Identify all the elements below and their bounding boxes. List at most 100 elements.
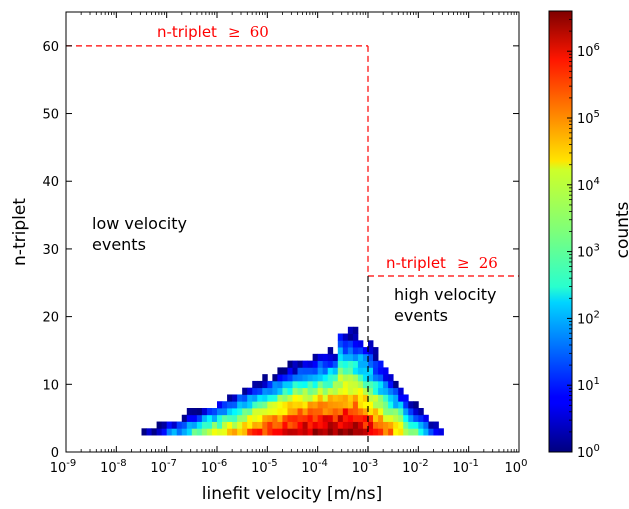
heatmap-cell-184: [302, 380, 308, 389]
heatmap-cell-370: [373, 380, 379, 389]
heatmap-cell-1: [146, 428, 152, 436]
heatmap-cell-250: [332, 414, 339, 422]
heatmap-cell-240: [327, 394, 334, 402]
heatmap-cell-216: [317, 394, 324, 402]
heatmap-cell-183: [302, 387, 308, 395]
heatmap-cell-436: [413, 401, 419, 409]
heatmap-cell-330: [357, 374, 364, 382]
x-tick-label-9: 100: [505, 458, 528, 476]
cut-label-high: n-triplet ≥ 26: [386, 253, 498, 272]
heatmap-cell-90: [257, 428, 263, 436]
heatmap-cell-178: [302, 421, 308, 429]
heatmap-cell-302: [347, 347, 354, 355]
heatmap-cell-411: [393, 394, 399, 402]
heatmap: [141, 326, 444, 436]
heatmap-cell-261: [337, 421, 344, 429]
heatmap-cell-354: [368, 394, 374, 402]
heatmap-cell-39: [211, 408, 218, 416]
heatmap-cell-378: [378, 414, 384, 422]
heatmap-cell-392: [383, 394, 389, 402]
heatmap-cell-433: [413, 421, 419, 429]
heatmap-cell-214: [317, 408, 324, 416]
heatmap-cell-142: [282, 374, 288, 382]
heatmap-cell-206: [312, 380, 319, 389]
heatmap-cell-340: [362, 401, 369, 409]
heatmap-cell-278: [342, 408, 349, 416]
heatmap-cell-121: [272, 387, 278, 395]
heatmap-cell-38: [211, 414, 218, 422]
heatmap-cell-238: [327, 408, 334, 416]
heatmap-cell-271: [337, 353, 344, 362]
heatmap-cell-390: [383, 408, 389, 416]
heatmap-cell-100: [262, 414, 268, 422]
heatmap-cell-66: [237, 401, 243, 409]
heatmap-cell-423: [403, 414, 409, 422]
heatmap-cell-387: [383, 428, 389, 436]
heatmap-cell-113: [267, 387, 273, 395]
heatmap-cell-245: [327, 360, 334, 368]
x-tick-label-3: 10-6: [201, 458, 228, 476]
heatmap-cell-129: [277, 394, 283, 402]
heatmap-cell-172: [297, 387, 303, 395]
heatmap-cell-431: [408, 401, 414, 409]
heatmap-cell-267: [337, 380, 344, 389]
heatmap-cell-207: [312, 374, 319, 382]
heatmap-cell-413: [393, 380, 399, 389]
heatmap-cell-438: [418, 421, 424, 429]
heatmap-cell-163: [292, 374, 298, 382]
heatmap-cell-286: [342, 353, 349, 362]
heatmap-cell-338: [362, 414, 369, 422]
colorbar-tick-label-1: 101: [577, 376, 600, 394]
cut-lines: [66, 45, 519, 452]
heatmap-cell-406: [393, 428, 399, 436]
colorbar-tick-label-3: 103: [577, 243, 600, 261]
colorbar-tick-label-0: 100: [577, 443, 600, 461]
heatmap-cell-64: [237, 414, 243, 422]
heatmap-cell-445: [428, 421, 434, 429]
heatmap-cell-341: [362, 394, 369, 402]
heatmap-cell-84: [252, 414, 258, 422]
heatmap-cell-346: [362, 360, 369, 368]
heatmap-cell-88: [252, 387, 258, 395]
heatmap-cell-59: [232, 408, 238, 416]
heatmap-cell-34: [206, 414, 213, 422]
heatmap-cell-133: [277, 367, 283, 375]
heatmap-cell-222: [317, 353, 324, 362]
y-tick-label-2: 20: [42, 311, 59, 326]
heatmap-cell-231: [322, 374, 329, 382]
heatmap-cell-258: [332, 360, 339, 368]
heatmap-cell-256: [332, 374, 339, 382]
heatmap-cell-8: [166, 421, 173, 429]
heatmap-cell-229: [322, 387, 329, 395]
heatmap-cell-85: [252, 408, 258, 416]
heatmap-cell-379: [378, 408, 384, 416]
heatmap-cell-104: [262, 387, 268, 395]
heatmap-cell-305: [347, 326, 354, 334]
heatmap-cell-7: [166, 428, 173, 436]
heatmap-cell-429: [408, 414, 414, 422]
heatmap-cell-198: [307, 360, 314, 368]
heatmap-cell-51: [227, 421, 233, 429]
heatmap-cell-97: [257, 380, 263, 389]
heatmap-cell-131: [277, 380, 283, 389]
heatmap-cell-384: [378, 374, 384, 382]
heatmap-cell-169: [297, 408, 303, 416]
x-tick-label-6: 10-3: [352, 458, 379, 476]
heatmap-cell-54: [227, 401, 233, 409]
heatmap-cell-217: [317, 387, 324, 395]
heatmap-cell-307: [352, 421, 359, 429]
heatmap-cell-306: [352, 428, 359, 436]
heatmap-cell-35: [206, 408, 213, 416]
heatmap-cell-107: [267, 428, 273, 436]
heatmap-cell-230: [322, 380, 329, 389]
heatmap-cell-441: [423, 428, 429, 436]
heatmap-cell-189: [307, 421, 314, 429]
heatmap-cell-292: [347, 414, 354, 422]
heatmap-cell-228: [322, 394, 329, 402]
heatmap-cell-275: [342, 428, 349, 436]
heatmap-cell-115: [272, 428, 278, 436]
heatmap-cell-136: [282, 414, 288, 422]
heatmap-cell-111: [267, 401, 273, 409]
heatmap-cell-421: [403, 428, 409, 436]
heatmap-cell-281: [342, 387, 349, 395]
